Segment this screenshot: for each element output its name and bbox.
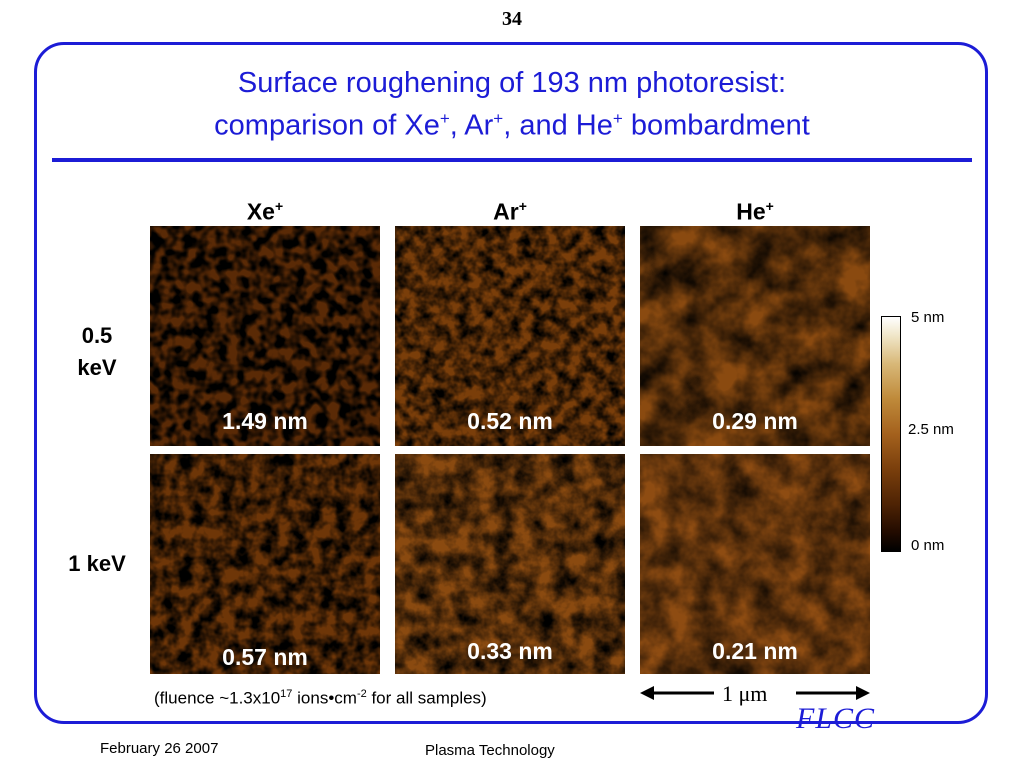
afm-texture — [640, 454, 870, 674]
afm-texture — [640, 226, 870, 446]
title-divider — [52, 158, 972, 162]
footer-title: Plasma Technology — [425, 742, 555, 759]
afm-texture — [150, 454, 380, 674]
height-colorbar — [881, 316, 901, 552]
ion-charge: + — [274, 198, 284, 214]
scale-bar-label: 1 μm — [722, 681, 768, 706]
title-line-1: Surface roughening of 193 nm photoresist… — [237, 67, 787, 99]
title-text: comparison of Xe — [214, 109, 440, 142]
arrow-right-icon — [856, 686, 870, 700]
row-header-1kev: 1 keV — [47, 548, 147, 580]
afm-image-xe-0-5kev: 1.49 nm — [150, 226, 380, 446]
slide-title: Surface roughening of 193 nm photoresist… — [100, 66, 924, 144]
ion-label: Xe — [246, 198, 275, 225]
title-charge: + — [439, 109, 450, 128]
energy-value: 1 keV — [68, 551, 126, 576]
note-text: ions•cm — [292, 688, 357, 708]
title-line-2: comparison of Xe+, Ar+, and He+ bombardm… — [100, 101, 924, 144]
note-exponent: -2 — [356, 688, 367, 700]
column-header-he: He+ — [640, 198, 870, 226]
title-text: , and He — [503, 109, 613, 142]
roughness-label: 0.29 nm — [712, 408, 798, 434]
afm-image-xe-1kev: 0.57 nm — [150, 454, 380, 674]
fluence-note: (fluence ~1.3x1017 ions•cm-2 for all sam… — [154, 688, 487, 709]
afm-texture — [395, 454, 625, 674]
afm-texture — [395, 226, 625, 446]
column-header-xe: Xe+ — [150, 198, 380, 226]
energy-unit: keV — [77, 355, 117, 380]
afm-image-he-0-5kev: 0.29 nm — [640, 226, 870, 446]
title-text: bombardment — [622, 109, 810, 142]
roughness-label: 0.52 nm — [467, 408, 553, 434]
slide-frame — [34, 42, 988, 724]
title-charge: + — [493, 109, 504, 128]
colorbar-bottom-label: 0 nm — [911, 537, 945, 554]
roughness-label: 1.49 nm — [222, 408, 308, 434]
afm-texture — [150, 226, 380, 446]
roughness-label: 0.21 nm — [712, 638, 798, 664]
afm-image-ar-1kev: 0.33 nm — [395, 454, 625, 674]
scale-bar — [640, 686, 870, 700]
row-header-0-5kev: 0.5 keV — [47, 320, 147, 384]
note-exponent: 17 — [280, 688, 293, 700]
ion-label: He — [736, 198, 766, 225]
ion-label: Ar — [493, 198, 519, 225]
footer-date: February 26 2007 — [100, 740, 219, 757]
roughness-label: 0.57 nm — [222, 644, 308, 670]
flcc-logo: FLCC — [796, 702, 876, 735]
arrow-left-icon — [640, 686, 654, 700]
note-text: (fluence ~1.3x10 — [154, 688, 281, 708]
ion-charge: + — [765, 198, 774, 214]
colorbar-mid-label: 2.5 nm — [908, 421, 954, 438]
colorbar-top-label: 5 nm — [911, 309, 945, 326]
afm-image-he-1kev: 0.21 nm — [640, 454, 870, 674]
roughness-label: 0.33 nm — [467, 638, 553, 664]
ion-charge: + — [518, 198, 527, 214]
note-text: for all samples) — [366, 688, 487, 708]
energy-value: 0.5 — [81, 323, 113, 348]
title-charge: + — [612, 109, 623, 128]
column-header-ar: Ar+ — [395, 198, 625, 226]
afm-image-ar-0-5kev: 0.52 nm — [395, 226, 625, 446]
title-text: , Ar — [449, 109, 494, 142]
page-number: 34 — [502, 8, 522, 30]
